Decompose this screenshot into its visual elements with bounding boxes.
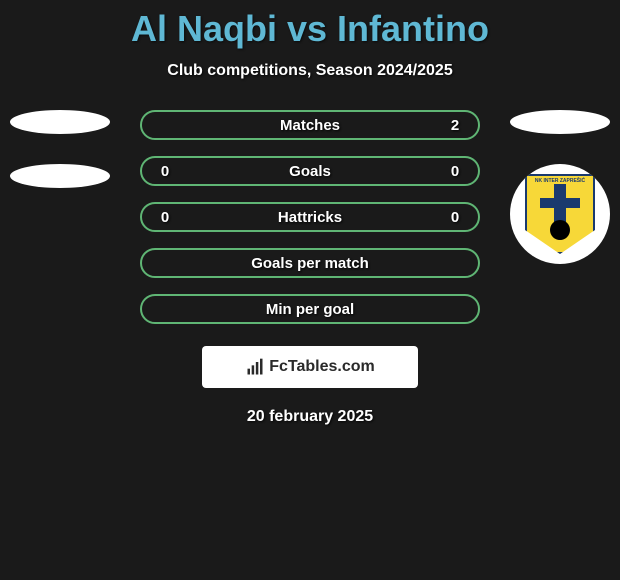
club-badge: NK INTER ZAPREŠIĆ xyxy=(510,164,610,264)
ball-icon xyxy=(550,220,570,240)
stat-right-value: 2 xyxy=(448,117,462,134)
stat-label: Goals per match xyxy=(251,255,369,272)
page-subtitle: Club competitions, Season 2024/2025 xyxy=(167,62,452,80)
chart-bars-icon xyxy=(245,357,265,377)
stat-left-value: 0 xyxy=(158,209,172,226)
stat-row-min-per-goal: Min per goal xyxy=(140,294,480,324)
brand-link[interactable]: FcTables.com xyxy=(202,346,418,388)
stat-row-hattricks: 0 Hattricks 0 xyxy=(140,202,480,232)
stat-row-goals-per-match: Goals per match xyxy=(140,248,480,278)
stats-area: Matches 2 0 Goals 0 0 Hattricks 0 Goals … xyxy=(0,110,620,324)
stat-label: Goals xyxy=(289,163,331,180)
stat-row-matches: Matches 2 xyxy=(140,110,480,140)
cross-icon xyxy=(540,198,580,208)
player-avatar-placeholder xyxy=(10,164,110,188)
stat-label: Matches xyxy=(280,117,340,134)
footer-date: 20 february 2025 xyxy=(247,408,373,426)
page-title: Al Naqbi vs Infantino xyxy=(131,8,489,50)
stat-label: Hattricks xyxy=(278,209,342,226)
stat-right-value: 0 xyxy=(448,163,462,180)
player-avatar-placeholder xyxy=(510,110,610,134)
brand-text: FcTables.com xyxy=(269,358,375,376)
stat-right-value: 0 xyxy=(448,209,462,226)
right-player-avatars: NK INTER ZAPREŠIĆ xyxy=(510,110,610,264)
left-player-avatars xyxy=(10,110,110,188)
stat-left-value: 0 xyxy=(158,163,172,180)
comparison-card: Al Naqbi vs Infantino Club competitions,… xyxy=(0,0,620,426)
stat-label: Min per goal xyxy=(266,301,354,318)
stat-row-goals: 0 Goals 0 xyxy=(140,156,480,186)
stat-rows: Matches 2 0 Goals 0 0 Hattricks 0 Goals … xyxy=(140,110,480,324)
club-badge-shield: NK INTER ZAPREŠIĆ xyxy=(525,174,595,254)
player-avatar-placeholder xyxy=(10,110,110,134)
